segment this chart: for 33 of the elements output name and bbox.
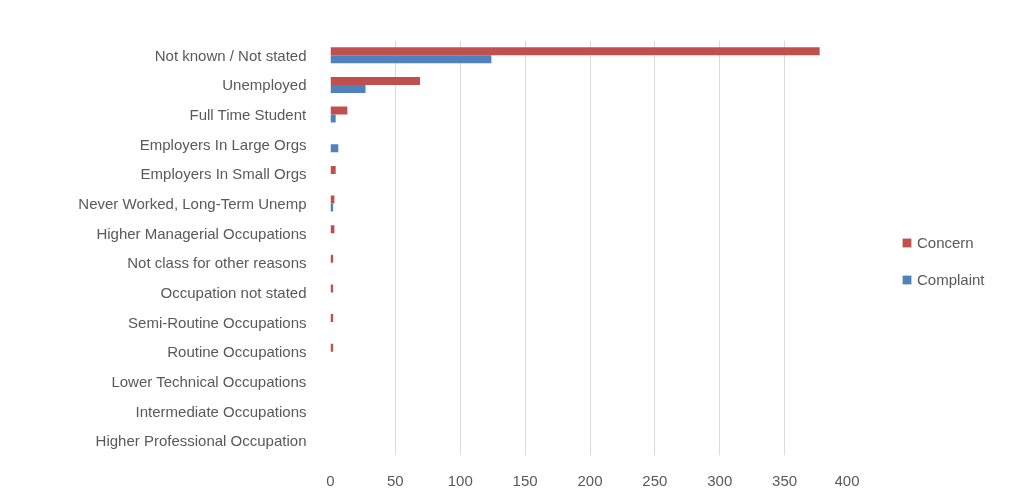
y-tick-label: Not known / Not stated bbox=[154, 46, 307, 64]
x-tick-label: 250 bbox=[642, 471, 668, 489]
y-tick-label: Routine Occupations bbox=[167, 343, 307, 361]
bar bbox=[330, 76, 421, 85]
y-tick-label: Semi-Routine Occupations bbox=[128, 313, 307, 331]
y-tick-label: Not class for other reasons bbox=[127, 254, 307, 272]
y-tick-label: Occupation not stated bbox=[160, 283, 307, 301]
bar bbox=[330, 84, 366, 93]
x-tick-label: 400 bbox=[834, 471, 860, 489]
y-tick-label: Intermediate Occupations bbox=[135, 402, 307, 420]
y-tick-label: Unemployed bbox=[222, 76, 307, 94]
bar bbox=[330, 106, 348, 115]
x-tick-label: 200 bbox=[577, 471, 603, 489]
x-tick-label: 50 bbox=[387, 471, 404, 489]
y-tick-label: Never Worked, Long-Term Unemp bbox=[78, 195, 307, 213]
y-tick-label: Employers In Small Orgs bbox=[140, 165, 307, 183]
bar bbox=[330, 47, 820, 56]
y-tick-label: Higher Professional Occupation bbox=[95, 432, 307, 450]
y-tick-label: Higher Managerial Occupations bbox=[96, 224, 307, 242]
legend-label: Complaint bbox=[917, 271, 985, 288]
x-tick-label: 350 bbox=[772, 471, 798, 489]
x-tick-label: 100 bbox=[447, 471, 473, 489]
bar bbox=[330, 114, 336, 123]
y-tick-label: Employers In Large Orgs bbox=[139, 135, 307, 153]
legend-label: Concern bbox=[917, 234, 974, 251]
x-tick-label: 0 bbox=[326, 471, 335, 489]
bar bbox=[330, 165, 336, 174]
y-tick-label: Full Time Student bbox=[189, 106, 308, 124]
y-tick-label: Lower Technical Occupations bbox=[111, 372, 307, 390]
bar bbox=[330, 144, 339, 153]
x-tick-label: 300 bbox=[707, 471, 733, 489]
x-tick-label: 150 bbox=[512, 471, 538, 489]
bar bbox=[330, 55, 492, 64]
